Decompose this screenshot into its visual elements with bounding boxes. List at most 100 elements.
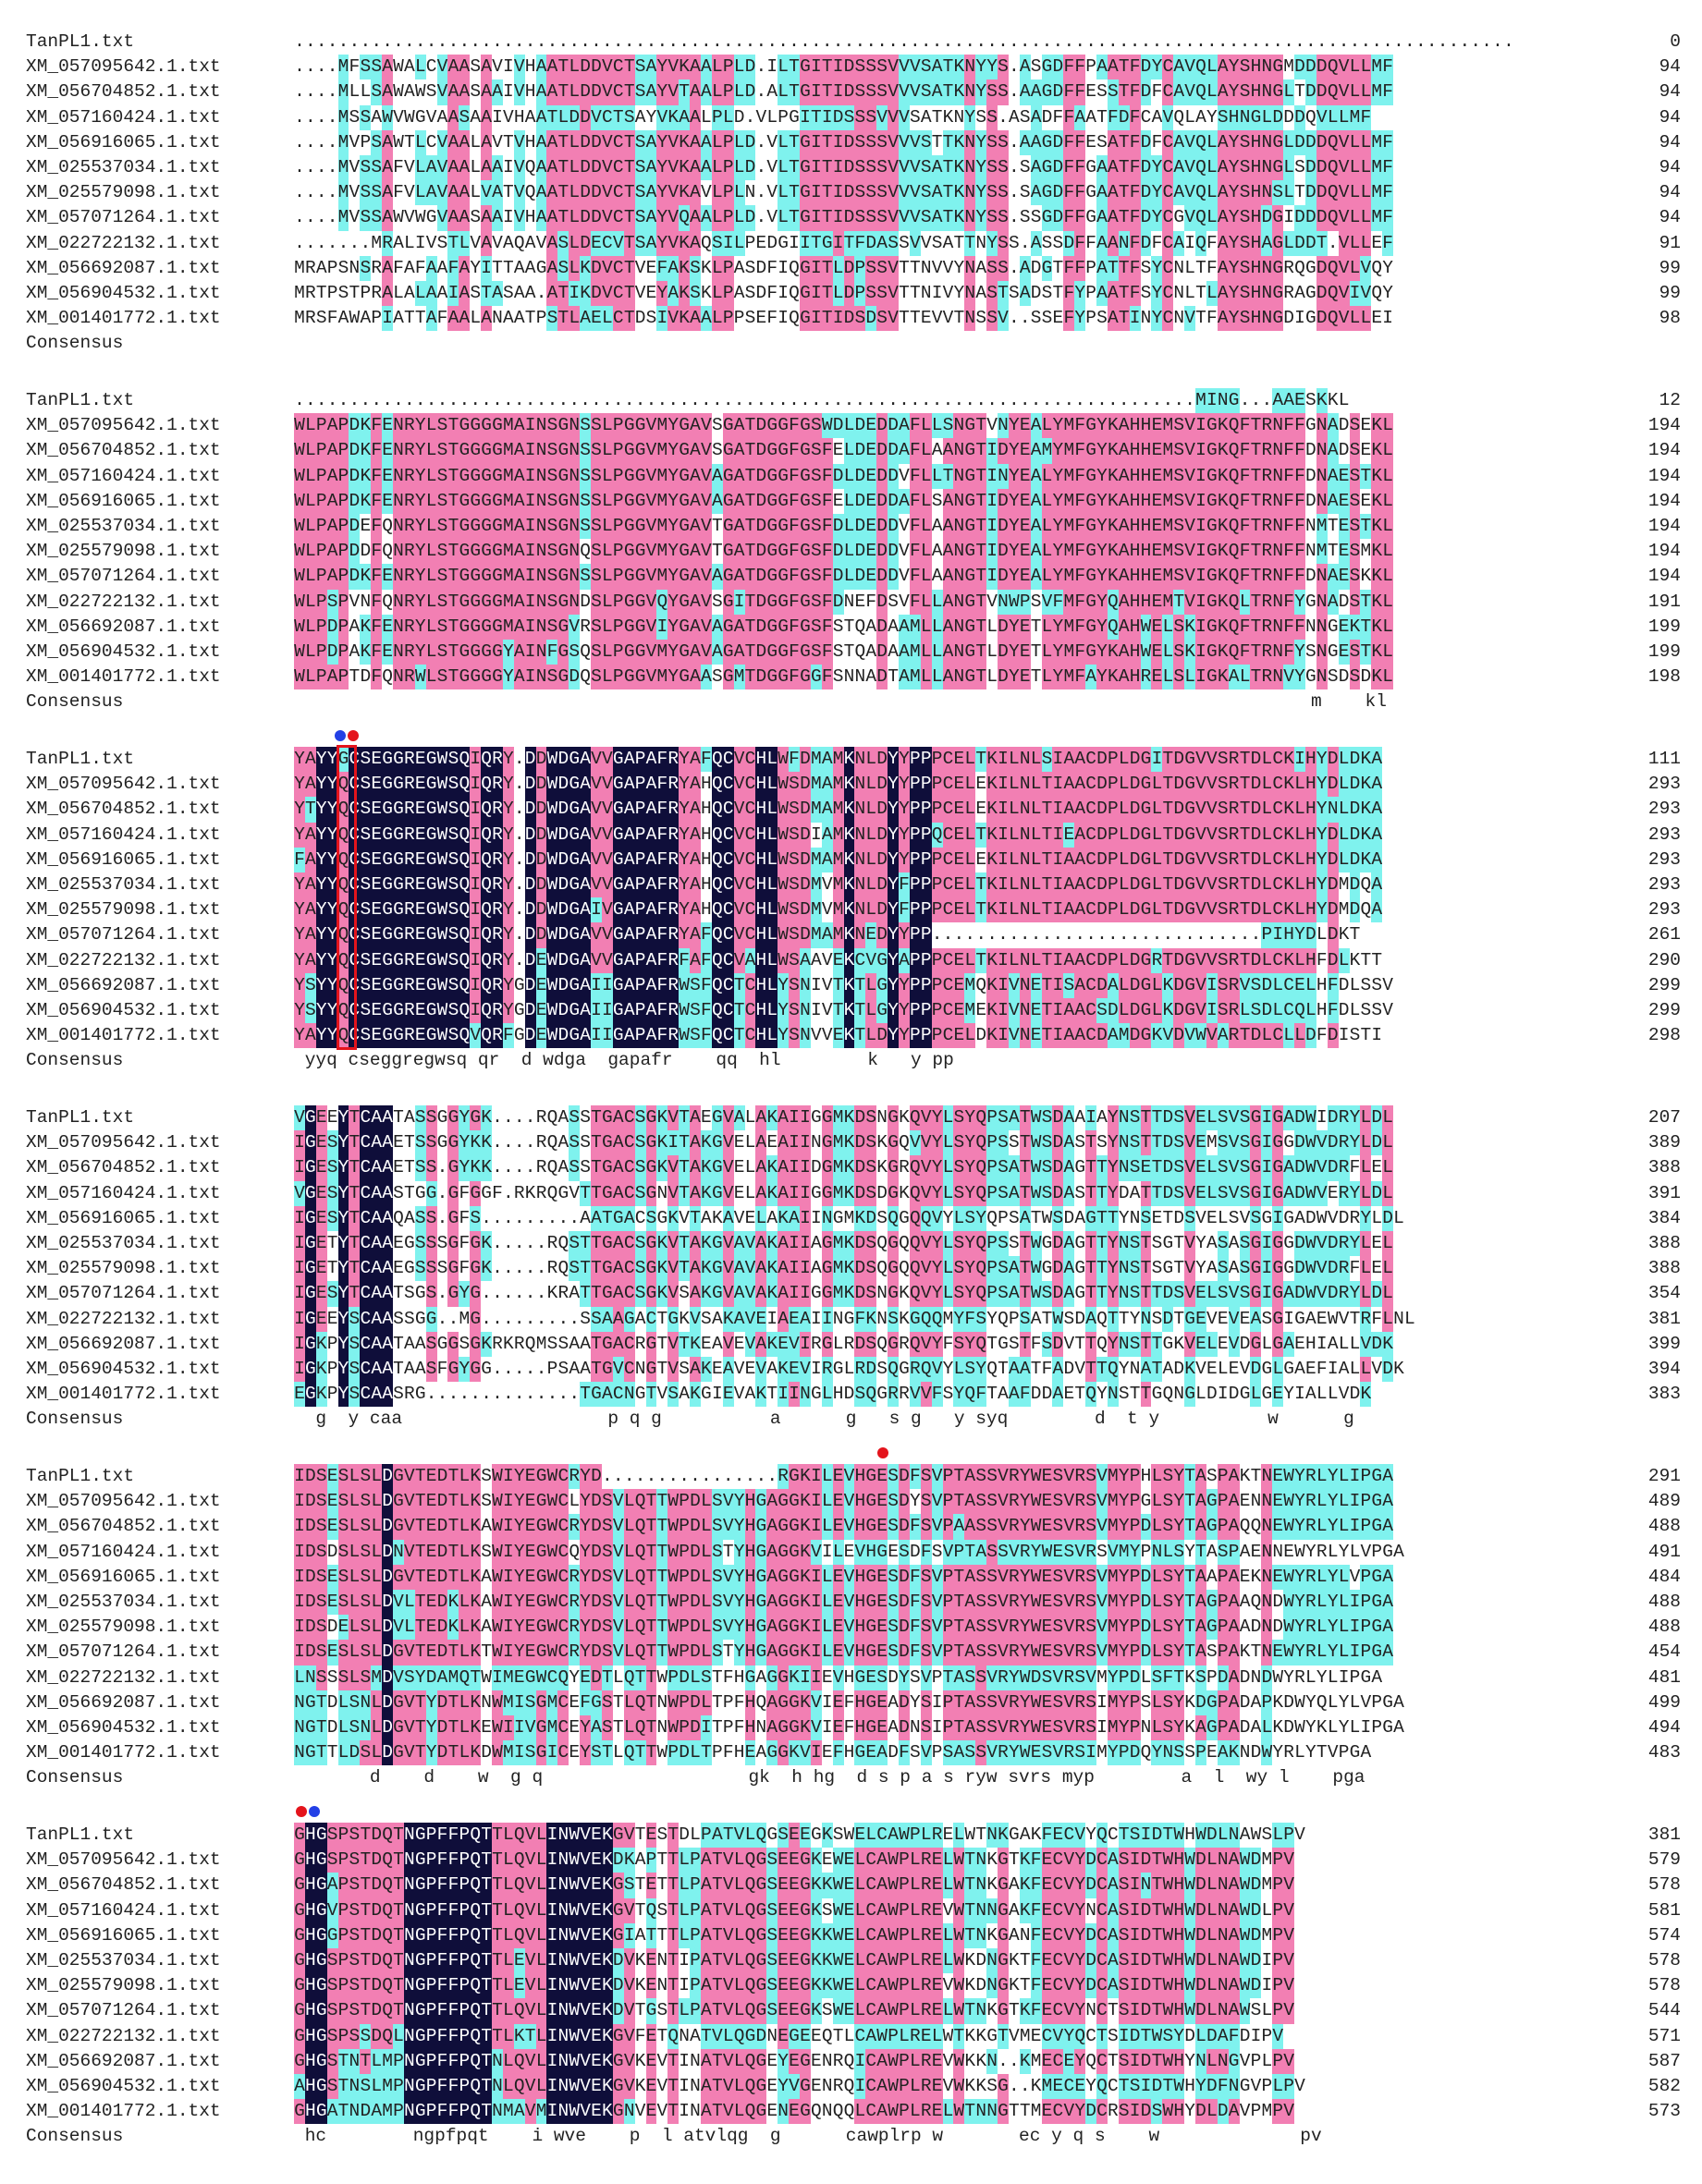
residue: N [535,539,547,565]
residue: H [1316,974,1328,995]
residue: A [1052,1356,1064,1383]
residue: . [513,31,525,52]
residue: A [1074,897,1086,923]
residue: Q [909,1205,921,1231]
residue: G [612,922,624,948]
residue: Y [667,564,680,590]
residue: G [557,513,569,540]
residue: Y [975,180,987,206]
residue: D [854,539,866,565]
residue: V [1184,539,1196,565]
residue: A [1030,564,1042,590]
residue: H [1304,772,1316,798]
residue: T [964,230,976,256]
residue: E [382,438,394,464]
residue: T [557,280,569,307]
residue: V [1316,1155,1328,1181]
residue: S [569,1155,581,1181]
residue: S [436,665,448,690]
residue: L [470,156,482,177]
residue: G [481,539,493,565]
residue: M [810,872,822,898]
residue: A [1327,488,1339,514]
residue: V [1228,1306,1240,1332]
residue: A [898,665,910,690]
residue: L [1294,822,1305,848]
residue: M [733,665,745,690]
residue: G [1206,513,1218,540]
residue: W [1030,1180,1042,1206]
residue: A [414,1333,426,1354]
residue: A [1283,388,1295,414]
residue: N [1173,257,1185,278]
residue: W [546,972,558,998]
residue: L [942,1180,954,1206]
residue: A [755,1105,767,1131]
residue: T [393,1358,404,1379]
residue: L [1008,872,1020,898]
residue: P [854,255,866,281]
residue: A [865,666,877,688]
residue: E [371,847,383,872]
residue: A [690,847,701,872]
residue: L [865,747,877,773]
residue: F [546,639,558,665]
residue: L [425,413,437,439]
residue: V [1206,847,1218,872]
residue: V [667,55,680,80]
residue: F [1129,255,1141,281]
residue: I [1052,997,1064,1024]
residue: T [623,280,635,307]
residue: Y [1008,513,1020,540]
residue: G [612,847,624,872]
residue: Y [1008,564,1020,590]
residue: H [755,772,767,798]
residue: C [1162,255,1174,281]
residue: L [1118,847,1130,872]
residue: D [843,280,855,307]
residue: E [382,413,394,439]
residue: L [1151,897,1163,923]
residue: D [876,413,888,439]
residue: L [865,1023,877,1049]
residue: D [1096,797,1108,823]
residue: Y [888,1023,899,1049]
residue: . [1041,31,1053,52]
residue: A [1063,1281,1075,1307]
residue: D [832,564,844,590]
residue: T [1096,1256,1108,1282]
residue: L [766,997,778,1024]
residue: H [1140,589,1152,615]
residue: C [645,1306,657,1332]
residue: I [294,1155,305,1181]
residue: Y [931,1230,943,1257]
residue: K [778,1205,790,1231]
residue: P [998,1207,1009,1228]
residue: Q [1085,1382,1097,1408]
position-number: 199 [1647,641,1681,662]
residue: W [1140,614,1152,640]
residue: A [1283,1155,1295,1181]
residue: S [360,947,372,973]
residue: L [425,539,437,565]
residue: W [1008,589,1020,615]
residue: D [799,797,811,823]
residue: A [1118,488,1130,514]
residue: A [349,616,361,637]
residue: . [425,1384,437,1405]
residue: S [1173,639,1185,665]
residue: S [1239,1105,1251,1131]
alignment-row: TanPL1.txt..............................… [26,388,1681,414]
residue: L [425,665,437,690]
residue: E [393,1157,404,1178]
residue: S [1041,1281,1053,1307]
residue: A [1371,847,1383,872]
residue: A [513,488,525,514]
residue: P [722,306,734,332]
residue: S [1239,1180,1251,1206]
residue: Y [986,1308,998,1329]
residue: V [1360,255,1372,281]
residue: E [1085,131,1096,153]
